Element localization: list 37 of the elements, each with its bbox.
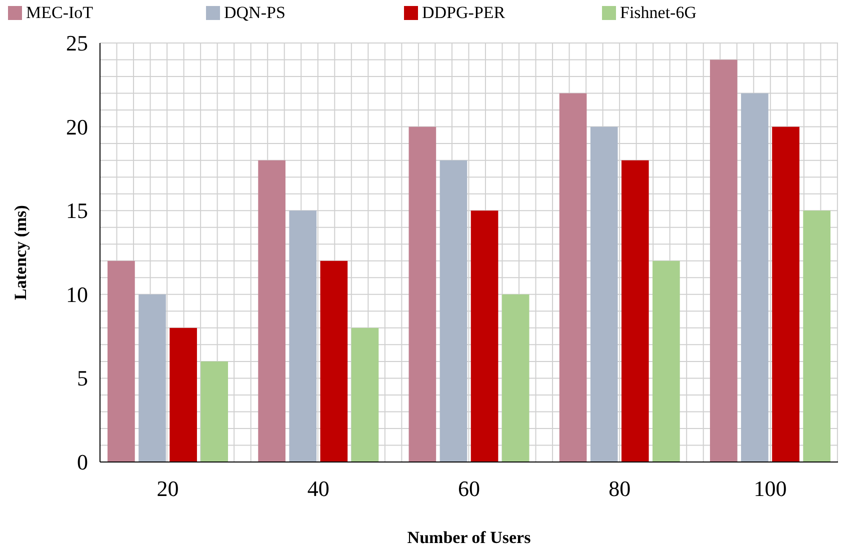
- bar: [408, 126, 436, 462]
- bar: [559, 93, 587, 462]
- bar: [803, 210, 830, 462]
- bar: [320, 260, 348, 462]
- y-tick-label: 20: [66, 114, 88, 140]
- x-tick-label: 20: [156, 476, 179, 501]
- y-tick-label: 5: [77, 366, 88, 391]
- x-axis-title: Number of Users: [407, 528, 532, 547]
- y-tick-label: 25: [66, 30, 88, 56]
- bar: [289, 210, 317, 462]
- bar: [138, 294, 166, 462]
- legend-label: DQN-PS: [224, 3, 286, 22]
- x-tick-label: 40: [307, 476, 330, 501]
- bar: [652, 260, 680, 462]
- bar: [710, 60, 738, 462]
- bar: [200, 361, 228, 462]
- bar: [502, 294, 530, 462]
- legend-label: Fishnet-6G: [620, 3, 696, 22]
- bar: [621, 160, 649, 462]
- bar: [351, 328, 379, 462]
- legend-label: DDPG-PER: [422, 3, 506, 22]
- bar: [440, 160, 468, 462]
- y-axis-title: Latency (ms): [11, 205, 30, 300]
- bar: [741, 93, 768, 462]
- bar: [258, 160, 286, 462]
- bar: [772, 126, 800, 462]
- x-tick-label: 60: [458, 476, 480, 501]
- legend-label: MEC-IoT: [26, 3, 94, 22]
- bar: [108, 260, 135, 462]
- x-tick-label: 80: [608, 476, 631, 501]
- bar: [590, 126, 618, 462]
- y-tick-label: 10: [66, 282, 88, 307]
- y-tick-label: 0: [77, 450, 88, 474]
- bar: [470, 210, 498, 462]
- x-tick-label: 100: [754, 476, 787, 501]
- y-tick-label: 15: [66, 198, 88, 224]
- bar: [170, 328, 197, 462]
